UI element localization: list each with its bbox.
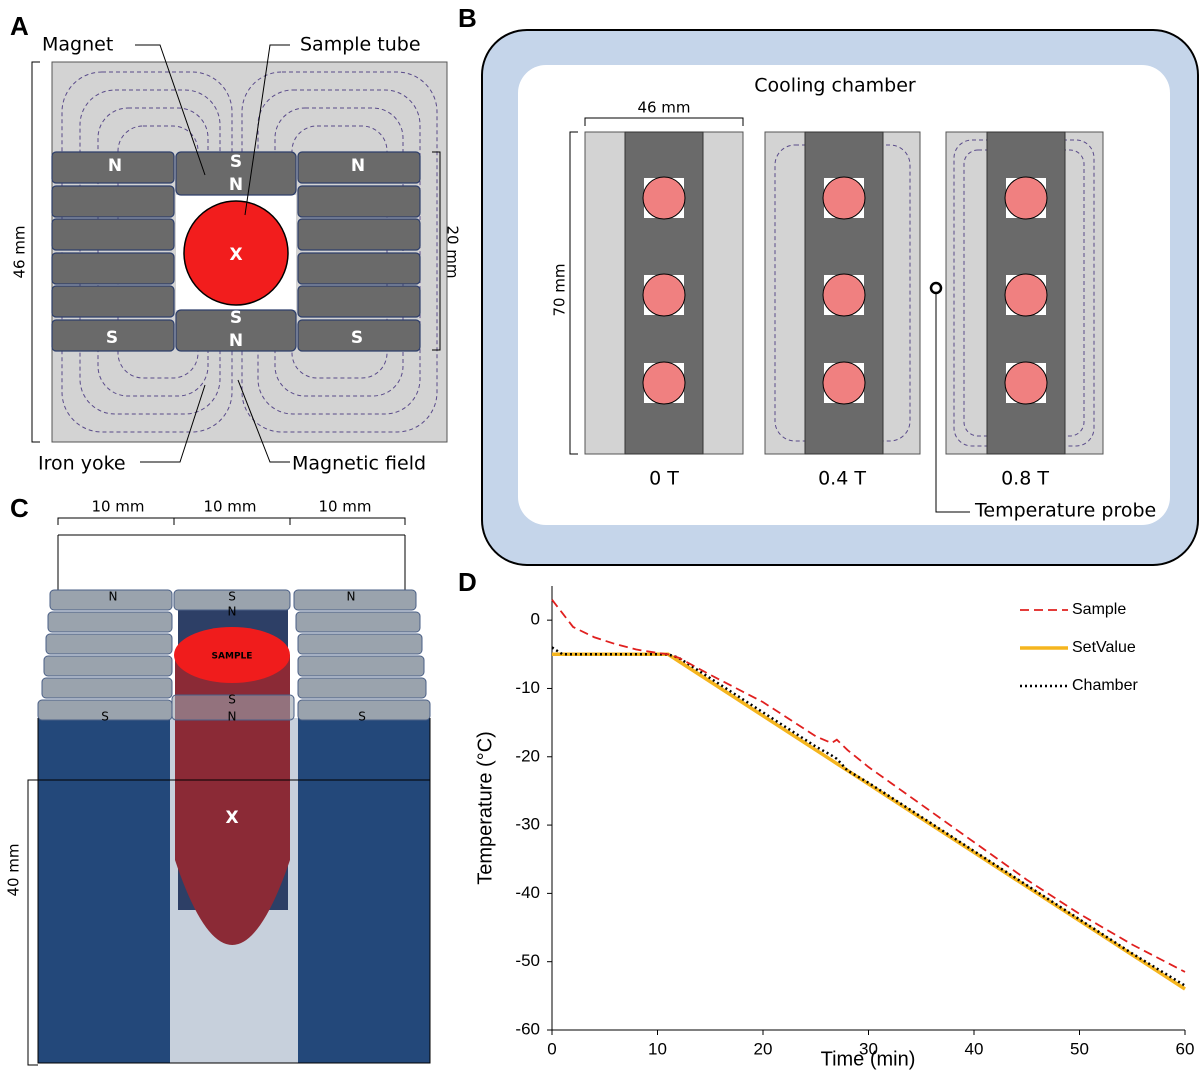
dimension: 40 mm [5, 843, 23, 896]
panel-letter: B [458, 3, 477, 33]
holders [585, 132, 1103, 454]
y-tick-label: -10 [515, 678, 540, 697]
field-label: 0.4 T [818, 468, 866, 490]
x-tick-label: 50 [1070, 1039, 1089, 1058]
series-line [552, 647, 1185, 985]
label: Magnet [42, 34, 113, 56]
dimension: 20 mm [444, 225, 462, 278]
x-tick-label: 0 [547, 1039, 556, 1058]
dimension: 46 mm [637, 99, 690, 117]
figure: A N N S S S N S N X Magnet Sample tube I… [0, 0, 1203, 1075]
pole-label: S [228, 693, 236, 707]
y-tick-label: 0 [531, 610, 540, 629]
pole-label: N [228, 710, 237, 724]
label: Temperature probe [974, 500, 1156, 522]
pole-label: S [228, 590, 236, 604]
pole-label: N [229, 331, 243, 351]
panel-letter: A [10, 11, 29, 41]
y-tick-label: -30 [515, 815, 540, 834]
x-tick-label: 60 [1176, 1039, 1195, 1058]
dimension: 10 mm [91, 498, 144, 516]
y-tick-label: -50 [515, 951, 540, 970]
y-tick-label: -40 [515, 883, 540, 902]
pole-label: S [351, 328, 363, 348]
title: Cooling chamber [754, 75, 916, 97]
label: Sample tube [300, 34, 421, 56]
dimension: 10 mm [203, 498, 256, 516]
dimension: 70 mm [551, 263, 569, 316]
label: Magnetic field [292, 453, 426, 475]
panel-letter: C [10, 493, 29, 523]
sample-label: SAMPLE [212, 652, 253, 662]
legend-label: Chamber [1072, 677, 1138, 694]
field-label: 0.8 T [1001, 468, 1049, 490]
x-tick-label: 30 [859, 1039, 878, 1058]
pole-label: S [358, 710, 366, 724]
legend-label: Sample [1072, 601, 1126, 618]
panel-letter: D [458, 567, 477, 597]
y-axis-label: Temperature (°C) [474, 731, 496, 885]
legend-label: SetValue [1072, 639, 1136, 656]
panel-d: D Time (min) Temperature (°C) 0-10-20-30… [458, 567, 1194, 1070]
center-mark: X [229, 245, 242, 265]
x-tick-label: 10 [648, 1039, 667, 1058]
x-tick-label: 20 [754, 1039, 773, 1058]
pole-label: S [106, 328, 118, 348]
y-tick-label: -20 [515, 746, 540, 765]
center-mark: X [225, 808, 238, 828]
label: Iron yoke [38, 453, 126, 475]
pole-label: S [230, 308, 242, 328]
panel-c: C 10 mm 10 mm 10 mm 40 mm N S N N S S N … [5, 493, 431, 1065]
pole-label: N [109, 590, 118, 604]
series-line [552, 654, 1185, 989]
y-tick-label: -60 [515, 1019, 540, 1038]
panel-a: A N N S S S N S N X Magnet Sample tube I… [10, 11, 462, 475]
x-tick-label: 40 [965, 1039, 984, 1058]
pole-label: N [347, 590, 356, 604]
pole-label: S [101, 710, 109, 724]
dimension: 46 mm [11, 225, 29, 278]
field-label: 0 T [649, 468, 679, 490]
pole-label: S [230, 152, 242, 172]
panel-b: B Cooling chamber 46 mm 70 mm 0 T 0.4 T … [458, 3, 1198, 565]
pole-label: N [108, 156, 122, 176]
pole-label: N [351, 156, 365, 176]
pole-label: N [228, 605, 237, 619]
pole-label: N [229, 175, 243, 195]
dimension: 10 mm [318, 498, 371, 516]
